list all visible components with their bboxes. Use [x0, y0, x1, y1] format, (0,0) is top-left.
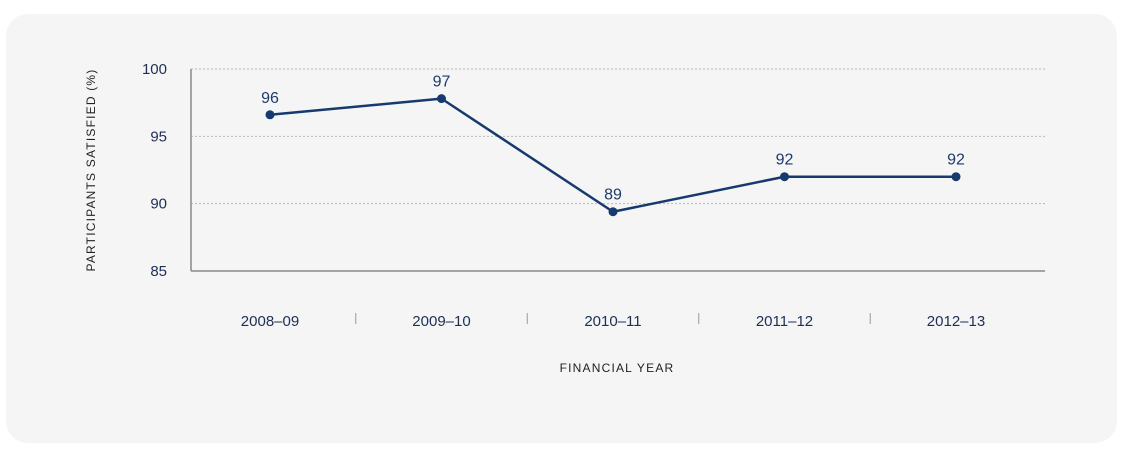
- data-point: [951, 172, 961, 182]
- x-tick-label: 2010–11: [584, 313, 641, 330]
- x-axis-title: FINANCIAL YEAR: [560, 361, 675, 375]
- x-tick-labels: 2008–09 2009–10 2010–11 2011–12 2012–13: [241, 313, 985, 330]
- x-tick-label: 2009–10: [412, 313, 470, 330]
- data-label: 96: [261, 90, 279, 107]
- y-axis-title: PARTICIPANTS SATISFIED (%): [84, 69, 98, 272]
- gridlines: [191, 68, 1045, 205]
- y-tick-label: 100: [142, 61, 167, 78]
- data-point: [608, 207, 618, 217]
- data-point: [437, 94, 446, 104]
- x-tick-label: 2011–12: [756, 313, 813, 330]
- data-label: 97: [433, 74, 451, 91]
- data-label: 92: [947, 152, 965, 169]
- x-category-separators: [355, 313, 871, 324]
- y-tick-label: 85: [150, 263, 167, 280]
- x-tick-label: 2008–09: [241, 313, 299, 330]
- data-label: 92: [776, 152, 794, 169]
- data-point: [780, 172, 789, 182]
- y-tick-labels: 85 90 95 100: [142, 61, 167, 280]
- y-tick-label: 95: [150, 128, 167, 145]
- data-point: [265, 110, 275, 120]
- x-tick-label: 2012–13: [927, 313, 985, 330]
- y-tick-label: 90: [150, 196, 167, 213]
- data-label: 89: [604, 187, 622, 204]
- data-labels: 96 97 89 92 92: [261, 74, 965, 204]
- data-points: [265, 94, 961, 217]
